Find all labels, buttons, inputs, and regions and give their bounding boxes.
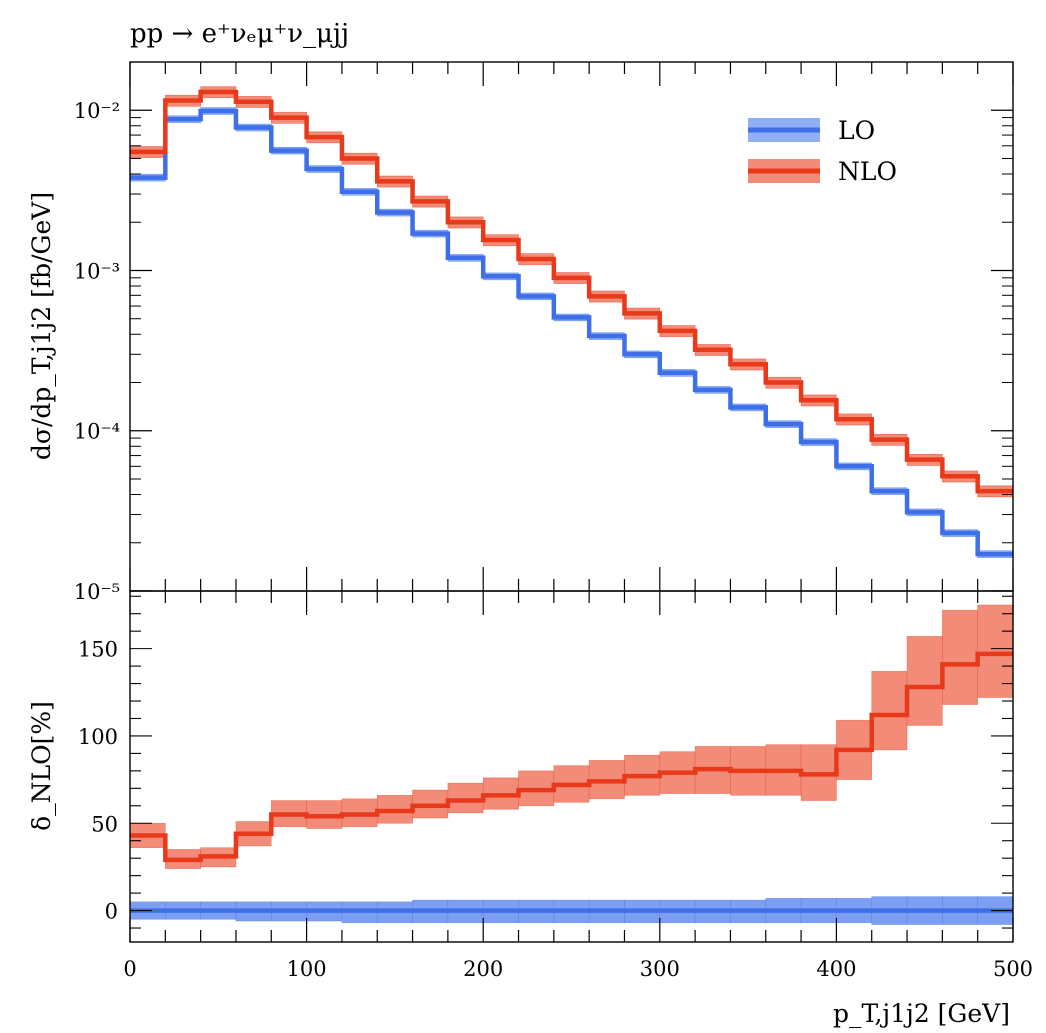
x-tick-label: 300 — [640, 957, 680, 981]
ratio-lines — [130, 651, 1013, 913]
x-tick-label: 200 — [463, 957, 503, 981]
ratio-y-tick-label: 50 — [91, 812, 118, 836]
main-y-tick-label: 10⁻² — [74, 99, 120, 123]
ratio-y-tick-label: 0 — [105, 900, 118, 924]
main-lines — [130, 89, 1013, 557]
ratio-y-tick-label: 150 — [78, 638, 118, 662]
ratio-line-nlo — [130, 651, 1013, 863]
x-tick-label: 400 — [816, 957, 856, 981]
main-line-nlo — [130, 89, 1013, 494]
x-axis-title: p_T,j1j2 [GeV] — [833, 999, 1010, 1028]
ratio-panel: 0 100 200 300 400 500 0 50 100 150 δ_NLO[%] p_T,… — [27, 590, 1033, 1028]
ratio-plot-frame — [129, 590, 1014, 943]
main-y-tick-label: 10⁻⁵ — [74, 580, 120, 604]
main-y-tick-label: 10⁻³ — [74, 259, 120, 283]
ratio-band-nlo-bin-22 — [906, 636, 943, 726]
ratio-x-ticks: 0 100 200 300 400 500 — [123, 591, 1033, 981]
ratio-band-nlo-bin-9 — [447, 782, 484, 814]
ratio-y-axis-title: δ_NLO[%] — [27, 701, 56, 831]
main-y-ticks: 10⁻² 10⁻³ 10⁻⁴ 10⁻⁵ — [74, 61, 1013, 604]
ratio-y-ticks: 0 50 100 150 — [78, 595, 1013, 929]
legend-label-lo: LO — [838, 116, 875, 145]
legend: LO NLO — [748, 116, 897, 186]
main-plot-frame — [129, 61, 1014, 592]
x-tick-label: 0 — [123, 957, 136, 981]
main-y-tick-label: 10⁻⁴ — [74, 420, 120, 444]
ratio-y-tick-label: 100 — [78, 725, 118, 749]
ratio-bands — [129, 604, 1014, 925]
chart-title: pp → e⁺νₑμ⁺ν_μjj — [130, 19, 349, 49]
main-line-lo — [130, 108, 1013, 557]
ratio-band-nlo-bin-21 — [871, 671, 908, 751]
ratio-band-nlo-bin-23 — [942, 609, 978, 705]
legend-item-lo: LO — [748, 116, 875, 145]
ratio-band-nlo-bin-24 — [977, 604, 1014, 698]
legend-item-nlo: NLO — [748, 157, 897, 186]
main-panel: 10⁻² 10⁻³ 10⁻⁴ 10⁻⁵ dσ/dp_T,j1j2 [fb/GeV] — [27, 61, 1014, 604]
main-x-ticks — [129, 62, 1014, 591]
legend-label-nlo: NLO — [838, 157, 897, 186]
x-tick-label: 500 — [993, 957, 1033, 981]
x-tick-label: 100 — [287, 957, 327, 981]
main-y-axis-title: dσ/dp_T,j1j2 [fb/GeV] — [27, 192, 56, 460]
